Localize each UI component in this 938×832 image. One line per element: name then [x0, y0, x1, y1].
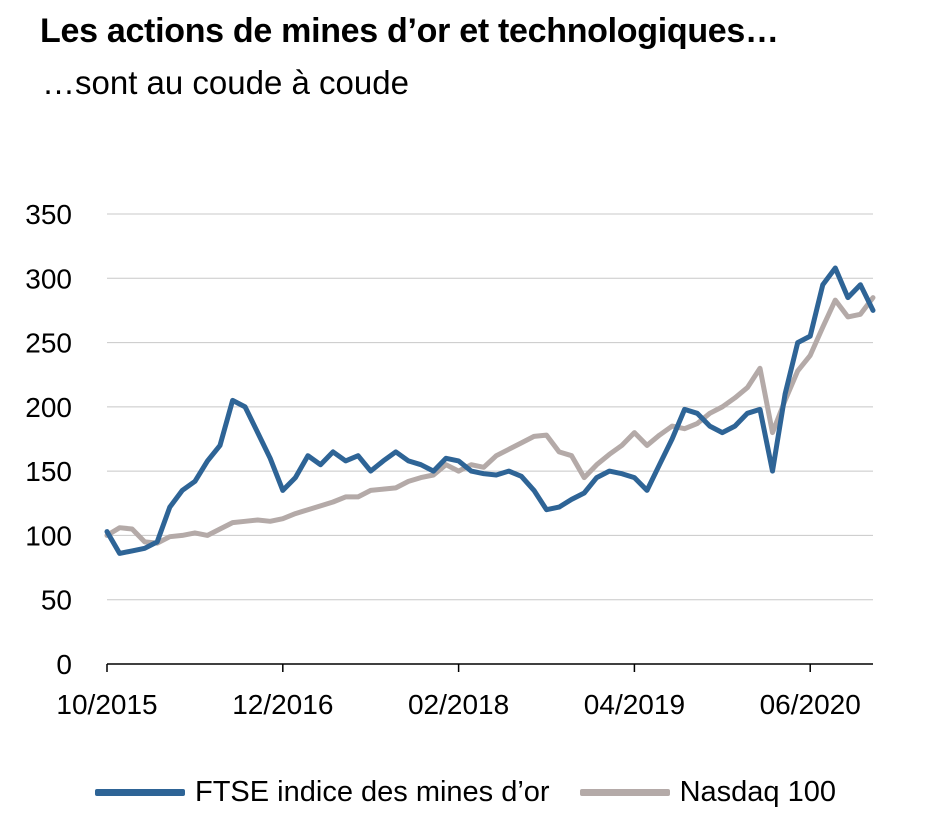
- y-tick-label: 250: [25, 328, 72, 359]
- y-tick-label: 50: [41, 585, 72, 616]
- x-tick-label: 02/2018: [408, 689, 509, 720]
- series-line-ftse: [104, 265, 876, 556]
- legend-label-nasdaq: Nasdaq 100: [679, 775, 836, 808]
- gridlines: [107, 213, 873, 601]
- y-tick-label: 350: [25, 199, 72, 230]
- y-tick-label: 150: [25, 456, 72, 487]
- legend-swatch-ftse: [95, 788, 185, 796]
- legend-swatch-nasdaq: [579, 788, 670, 796]
- legend-label-ftse: FTSE indice des mines d’or: [195, 775, 550, 808]
- y-tick-label: 100: [25, 520, 72, 551]
- y-tick-label: 300: [25, 263, 72, 294]
- chart-subtitle: …sont au coude à coude: [42, 64, 409, 101]
- legend-item-nasdaq: Nasdaq 100: [579, 775, 836, 809]
- legend-item-ftse: FTSE indice des mines d’or: [95, 776, 550, 809]
- x-tick-label: 04/2019: [584, 689, 685, 720]
- legend: FTSE indice des mines d’or Nasdaq 100: [95, 770, 836, 814]
- line-chart: 0 50 100 150 200 250 300 350 10/2015 12/2016 02/2…: [25, 199, 876, 720]
- x-axis: 10/2015 12/2016 02/2018 04/2019 06/2020: [56, 663, 873, 720]
- x-tick-label: 10/2015: [56, 689, 157, 720]
- x-tick-label: 06/2020: [760, 689, 861, 720]
- series-lines: [104, 265, 876, 556]
- x-tick-label: 12/2016: [232, 689, 333, 720]
- chart-title: Les actions de mines d’or et technologiq…: [40, 12, 779, 50]
- y-tick-label: 200: [25, 392, 72, 423]
- y-axis-ticks: 0 50 100 150 200 250 300 350: [25, 199, 72, 680]
- series-line-nasdaq: [104, 295, 876, 546]
- y-tick-label: 0: [56, 649, 72, 680]
